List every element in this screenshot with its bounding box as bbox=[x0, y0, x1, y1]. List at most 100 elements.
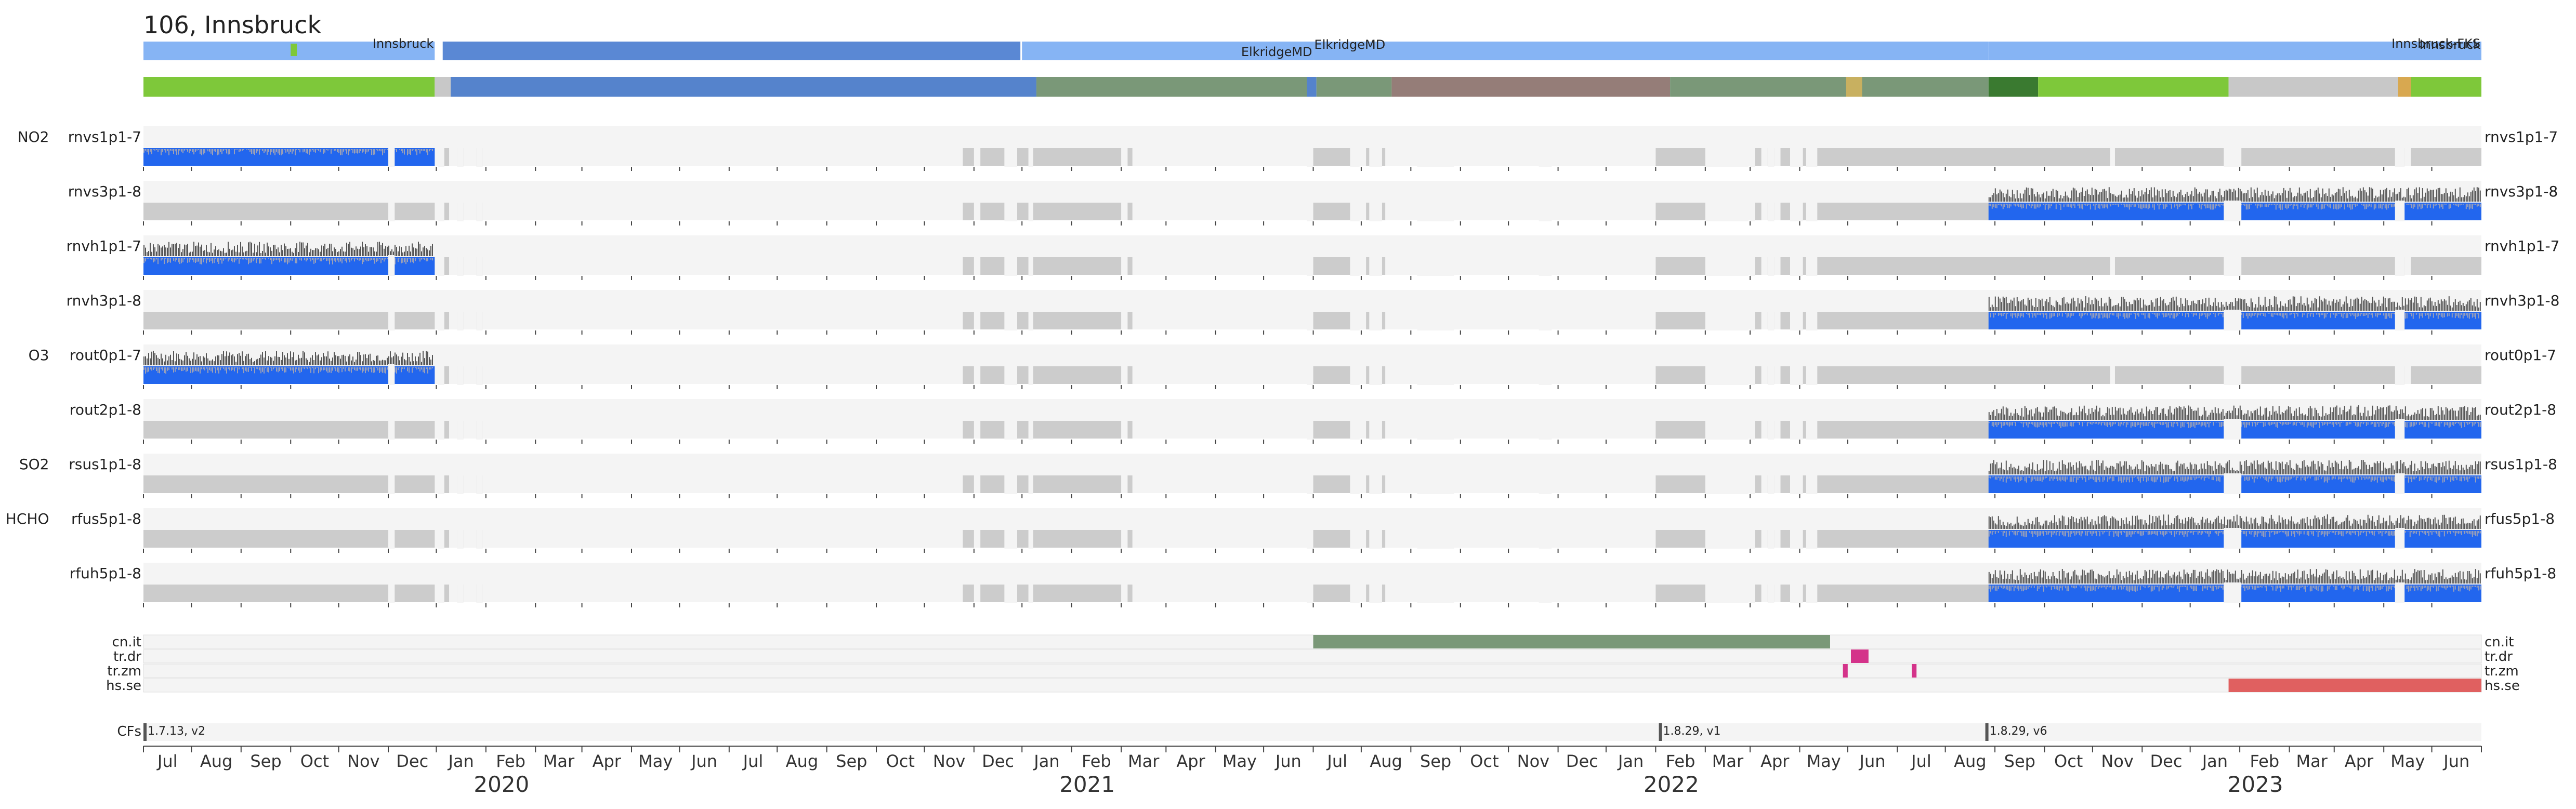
row-data-texture bbox=[1988, 531, 2481, 537]
row-availability-block bbox=[980, 475, 1122, 493]
row-availability-block bbox=[1127, 148, 1133, 166]
row-gap bbox=[1790, 201, 1803, 221]
row-availability-block bbox=[1755, 148, 1762, 166]
row-gap bbox=[1369, 310, 1382, 330]
row-gap bbox=[2395, 419, 2405, 440]
row-gap bbox=[2395, 310, 2405, 330]
flag-label-right: tr.zm bbox=[2485, 664, 2519, 679]
cfs-marker-label: 1.8.29, v1 bbox=[1663, 725, 1721, 738]
flag-span bbox=[1313, 635, 1830, 648]
row-gap bbox=[438, 255, 444, 276]
row-gap bbox=[476, 146, 483, 167]
x-axis-month-label: Mar bbox=[543, 751, 575, 771]
row-availability-block bbox=[1127, 312, 1133, 329]
row-gap bbox=[1767, 201, 1775, 221]
row-gap bbox=[1790, 473, 1803, 494]
location-label: ElkridgeMD bbox=[1241, 45, 1312, 59]
row-gap bbox=[1705, 201, 1749, 221]
flag-label-left: hs.se bbox=[106, 678, 141, 694]
x-axis-month-label: Dec bbox=[982, 751, 1014, 771]
row-gap bbox=[388, 473, 395, 494]
status-segment bbox=[1316, 77, 1392, 97]
row-availability-block bbox=[963, 421, 974, 439]
row-group-label: O3 bbox=[29, 347, 49, 364]
x-axis-month-label: Nov bbox=[347, 751, 379, 771]
flag-label-right: tr.dr bbox=[2485, 649, 2513, 665]
x-axis-month-label: Feb bbox=[2250, 751, 2280, 771]
status-segment bbox=[1670, 77, 1989, 97]
row-gap bbox=[2224, 146, 2242, 167]
x-axis-month-label: Dec bbox=[396, 751, 428, 771]
row-label-right: rsus1p1-8 bbox=[2485, 456, 2557, 473]
row-availability-block bbox=[1755, 475, 1762, 493]
x-axis-month-label: Mar bbox=[1128, 751, 1160, 771]
product-row: rnvh3p1-8 rnvh3p1-8 bbox=[67, 290, 2559, 335]
row-gap bbox=[1350, 364, 1360, 385]
row-data-grey bbox=[143, 351, 433, 365]
row-availability-block bbox=[1127, 203, 1133, 220]
flag-label-right: cn.it bbox=[2485, 634, 2514, 650]
row-availability-block bbox=[1755, 203, 1762, 220]
row-gap bbox=[1806, 310, 1818, 330]
row-gap bbox=[457, 146, 464, 167]
row-gap bbox=[1539, 473, 1552, 494]
row-gap bbox=[438, 419, 444, 440]
row-gap bbox=[1028, 582, 1033, 603]
row-label-right: rout2p1-8 bbox=[2485, 401, 2556, 418]
x-axis-month-label: May bbox=[1807, 751, 1841, 771]
location-bar: Innsbruck ElkridgeMD ElkridgeMD Innsbruck-F… bbox=[143, 36, 2481, 60]
x-axis-month-label: Sep bbox=[2004, 751, 2035, 771]
flag-row-background bbox=[143, 649, 2482, 664]
row-availability-block bbox=[2411, 366, 2481, 384]
row-gap bbox=[1705, 146, 1749, 167]
row-gap bbox=[1417, 364, 1454, 385]
row-availability-block bbox=[1127, 421, 1133, 439]
row-gap bbox=[1750, 310, 1755, 330]
row-data-texture bbox=[1988, 422, 2481, 428]
row-availability-block bbox=[963, 257, 974, 275]
row-gap bbox=[1028, 255, 1033, 276]
row-gap bbox=[1004, 146, 1017, 167]
row-gap bbox=[1767, 310, 1775, 330]
row-gap bbox=[1369, 419, 1382, 440]
x-axis-month-label: Mar bbox=[2296, 751, 2328, 771]
row-group-label: HCHO bbox=[6, 510, 49, 527]
row-availability-block bbox=[1780, 148, 2110, 166]
x-axis-month-label: Dec bbox=[2150, 751, 2183, 771]
row-gap bbox=[1028, 201, 1033, 221]
row-gap bbox=[1539, 201, 1552, 221]
row-group-label: NO2 bbox=[18, 128, 49, 145]
row-availability-block bbox=[1311, 585, 1352, 602]
row-availability-block bbox=[980, 421, 1122, 439]
flag-label-right: hs.se bbox=[2485, 678, 2520, 694]
row-gap bbox=[438, 201, 444, 221]
product-row: rout0p1-7 rout0p1-7 O3 bbox=[29, 344, 2556, 389]
row-gap bbox=[2395, 473, 2405, 494]
x-axis-month-label: Jul bbox=[156, 751, 178, 771]
status-segment bbox=[2411, 77, 2481, 97]
row-availability-block bbox=[1127, 366, 1133, 384]
location-segment bbox=[143, 42, 435, 60]
flag-row-background bbox=[143, 678, 2482, 693]
row-gap bbox=[1767, 473, 1775, 494]
row-availability-block bbox=[980, 312, 1122, 329]
row-label-left: rout0p1-7 bbox=[70, 347, 141, 364]
status-segment bbox=[143, 77, 435, 97]
x-axis-month-label: May bbox=[638, 751, 673, 771]
row-availability-block bbox=[963, 148, 974, 166]
row-availability-block bbox=[1755, 366, 1762, 384]
row-gap bbox=[1369, 473, 1382, 494]
row-gap bbox=[1028, 364, 1033, 385]
product-row: rnvs3p1-8 rnvs3p1-8 bbox=[68, 181, 2558, 226]
x-axis-month-label: Sep bbox=[250, 751, 281, 771]
row-gap bbox=[2224, 419, 2242, 440]
location-segment bbox=[1313, 42, 1989, 60]
x-axis-year-label: 2023 bbox=[2228, 772, 2283, 797]
x-axis-month-label: Jan bbox=[1033, 751, 1059, 771]
x-axis-month-label: Aug bbox=[1954, 751, 1986, 771]
row-gap bbox=[457, 582, 464, 603]
row-gap bbox=[1705, 528, 1749, 549]
cfs-marker-label: 1.8.29, v6 bbox=[1990, 725, 2047, 738]
flag-label-left: cn.it bbox=[112, 634, 141, 650]
row-availability-block bbox=[1755, 530, 1762, 548]
